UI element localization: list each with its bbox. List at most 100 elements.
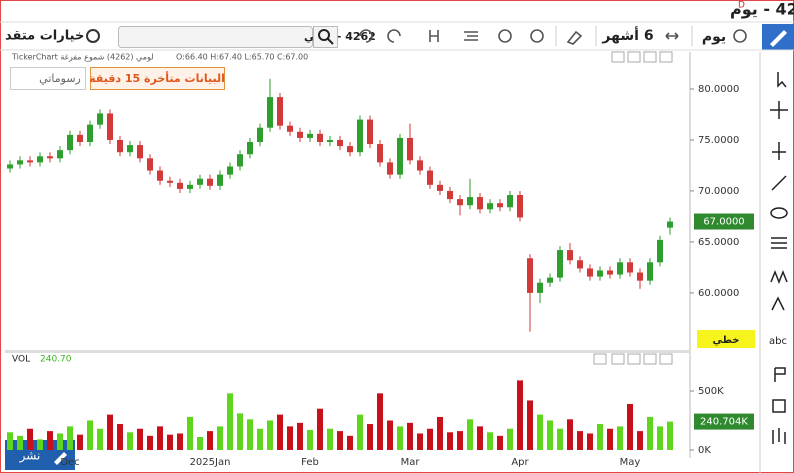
volume-bar bbox=[597, 424, 603, 450]
volume-bar bbox=[527, 400, 533, 450]
volume-value: 240.70 bbox=[40, 355, 72, 365]
candle-body bbox=[557, 250, 563, 278]
candle-body bbox=[317, 133, 323, 142]
volume-bar bbox=[607, 428, 613, 450]
volume-bar bbox=[7, 432, 13, 450]
interval-button[interactable]: يوم bbox=[702, 29, 726, 45]
volume-bar bbox=[77, 434, 83, 450]
volume-bar bbox=[357, 414, 363, 450]
period-button[interactable]: 6 أشهر bbox=[601, 26, 653, 44]
volume-bar bbox=[17, 435, 23, 450]
y-tick-label: 75.0000 bbox=[698, 135, 739, 146]
candle-body bbox=[567, 250, 573, 261]
search-box[interactable] bbox=[118, 26, 313, 48]
volume-bar bbox=[327, 428, 333, 450]
volume-bar bbox=[217, 426, 223, 450]
last-volume-tag bbox=[694, 413, 754, 430]
candle-body bbox=[77, 134, 83, 142]
candle-body bbox=[127, 145, 133, 153]
volume-bar bbox=[87, 420, 93, 450]
candle-body bbox=[267, 97, 273, 128]
volume-bar bbox=[547, 420, 553, 450]
candle-body bbox=[607, 270, 613, 275]
volume-bar bbox=[247, 419, 253, 450]
volume-bar bbox=[47, 431, 53, 450]
volume-bar bbox=[667, 421, 673, 450]
volume-bar bbox=[167, 434, 173, 450]
x-tick-label: 2025Jan bbox=[190, 457, 231, 468]
candle-body bbox=[67, 134, 73, 151]
publish-label: نشر bbox=[19, 449, 41, 464]
volume-bar bbox=[27, 428, 33, 450]
candle-body bbox=[167, 180, 173, 183]
candle-body bbox=[417, 160, 423, 171]
candle-body bbox=[97, 113, 103, 125]
text-tool[interactable]: abc bbox=[769, 336, 787, 347]
volume-bar bbox=[107, 414, 113, 450]
right-toolbar[interactable] bbox=[770, 72, 788, 444]
line-style-tag[interactable] bbox=[697, 330, 755, 348]
volume-bar bbox=[377, 393, 383, 450]
volume-bar bbox=[57, 433, 63, 450]
volume-bar bbox=[367, 424, 373, 450]
x-tick-label: Apr bbox=[511, 457, 529, 468]
candle-body bbox=[177, 182, 183, 189]
candle-body bbox=[207, 178, 213, 186]
volume-bar bbox=[117, 424, 123, 450]
volume-bar bbox=[257, 428, 263, 450]
candle-body bbox=[387, 162, 393, 175]
candle-body bbox=[517, 195, 523, 218]
chart-source: TickerChart لومي (4262) شموع مفرغة bbox=[11, 53, 154, 62]
candle-body bbox=[657, 239, 663, 263]
candle-body bbox=[627, 262, 633, 273]
candle-body bbox=[457, 199, 463, 206]
settings-icon[interactable] bbox=[86, 29, 100, 43]
candle-body bbox=[237, 154, 243, 167]
candle-body bbox=[487, 203, 493, 210]
volume-bar bbox=[207, 431, 213, 450]
volume-bar bbox=[417, 433, 423, 450]
volume-bar bbox=[537, 414, 543, 450]
volume-bar bbox=[347, 435, 353, 450]
panel-splitter bbox=[5, 350, 690, 353]
candle-body bbox=[507, 195, 513, 208]
volume-bar bbox=[617, 426, 623, 450]
y-tick-label: 65.0000 bbox=[698, 237, 739, 248]
candle-body bbox=[107, 113, 113, 140]
volume-bar bbox=[627, 403, 633, 450]
candle-body bbox=[297, 131, 303, 138]
delay-notice bbox=[90, 67, 225, 90]
candle-body bbox=[117, 139, 123, 153]
volume-bar bbox=[447, 432, 453, 450]
volume-bar bbox=[437, 416, 443, 450]
last-volume-label: 240.704K bbox=[700, 417, 748, 428]
candle-body bbox=[347, 146, 353, 153]
candle-body bbox=[587, 268, 593, 277]
candle-body bbox=[467, 197, 473, 206]
line-style-label: خطي bbox=[712, 335, 739, 346]
candle-body bbox=[277, 97, 283, 126]
candle-body bbox=[597, 270, 603, 277]
candle-body bbox=[217, 174, 223, 186]
drawings-label: رسوماتي bbox=[39, 72, 81, 85]
candle-body bbox=[497, 203, 503, 208]
volume-bar bbox=[337, 431, 343, 450]
volume-bar bbox=[517, 380, 523, 450]
candle-body bbox=[447, 190, 453, 200]
volume-bar bbox=[567, 419, 573, 450]
volume-bar bbox=[657, 426, 663, 450]
pen-icon bbox=[54, 452, 67, 465]
options-button[interactable]: خيارات متقد bbox=[5, 29, 84, 44]
panel-buttons[interactable] bbox=[593, 51, 673, 365]
drawings-button[interactable] bbox=[10, 67, 86, 90]
toolbar-icons[interactable] bbox=[359, 29, 747, 45]
candle-body bbox=[47, 156, 53, 159]
candle-body bbox=[437, 184, 443, 191]
volume-bar bbox=[157, 426, 163, 450]
volume-bar bbox=[577, 431, 583, 450]
volume-bar bbox=[637, 431, 643, 450]
candle-body bbox=[227, 166, 233, 175]
y-tick-label: 80.0000 bbox=[698, 84, 739, 95]
volume-bar bbox=[127, 432, 133, 450]
